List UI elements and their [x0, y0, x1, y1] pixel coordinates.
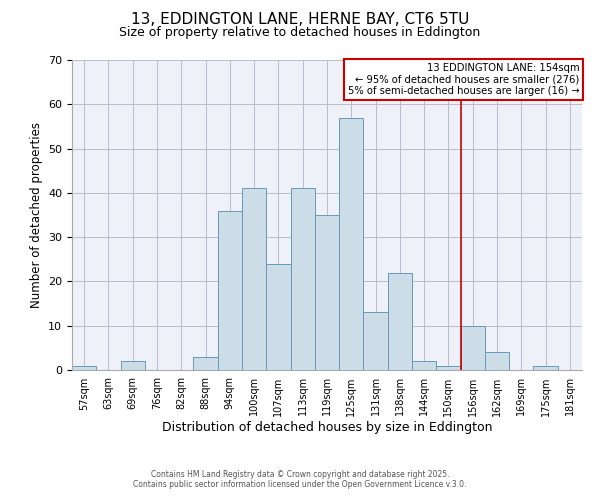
Bar	[461, 326, 485, 370]
Text: Contains HM Land Registry data © Crown copyright and database right 2025.
Contai: Contains HM Land Registry data © Crown c…	[133, 470, 467, 489]
Bar	[364, 312, 388, 370]
Bar	[266, 264, 290, 370]
Bar	[290, 188, 315, 370]
Bar	[242, 188, 266, 370]
Bar	[72, 366, 96, 370]
Bar	[485, 352, 509, 370]
Bar	[218, 210, 242, 370]
Y-axis label: Number of detached properties: Number of detached properties	[29, 122, 43, 308]
Text: Size of property relative to detached houses in Eddington: Size of property relative to detached ho…	[119, 26, 481, 39]
Bar	[533, 366, 558, 370]
Text: 13 EDDINGTON LANE: 154sqm
← 95% of detached houses are smaller (276)
5% of semi-: 13 EDDINGTON LANE: 154sqm ← 95% of detac…	[348, 63, 580, 96]
Bar	[436, 366, 461, 370]
Bar	[121, 361, 145, 370]
Bar	[412, 361, 436, 370]
Bar	[339, 118, 364, 370]
Bar	[193, 356, 218, 370]
Bar	[388, 272, 412, 370]
X-axis label: Distribution of detached houses by size in Eddington: Distribution of detached houses by size …	[162, 421, 492, 434]
Text: 13, EDDINGTON LANE, HERNE BAY, CT6 5TU: 13, EDDINGTON LANE, HERNE BAY, CT6 5TU	[131, 12, 469, 28]
Bar	[315, 215, 339, 370]
